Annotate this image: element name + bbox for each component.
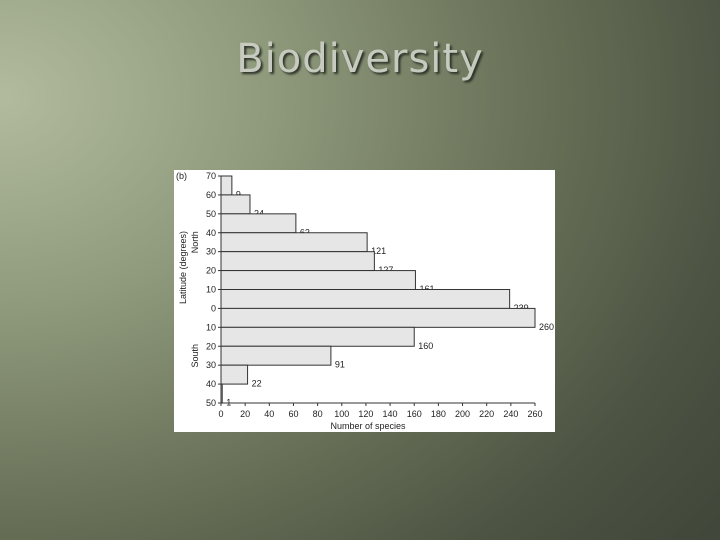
x-tick-label-0: 0 [218, 409, 223, 419]
y-tick-label-1: 60 [206, 190, 216, 200]
x-tick-label-5: 100 [334, 409, 349, 419]
x-tick-label-2: 40 [264, 409, 274, 419]
y-tick-label-9: 20 [206, 341, 216, 351]
chart-figure: 9246212112716123926016091221706050403020… [174, 170, 555, 432]
bar-9 [220, 345, 332, 366]
bar-1 [220, 194, 251, 215]
bar-5 [220, 270, 416, 291]
x-tick-label-13: 260 [527, 409, 542, 419]
bar-0 [220, 175, 233, 196]
bar-7 [220, 307, 536, 328]
bar-10 [220, 364, 249, 385]
x-tick-label-1: 20 [240, 409, 250, 419]
x-tick-label-6: 120 [358, 409, 373, 419]
bar-value-label-9: 91 [335, 360, 345, 370]
bar-value-label-3: 121 [371, 246, 386, 256]
bar-value-label-10: 22 [252, 379, 262, 389]
slide-title: Biodiversity [236, 36, 484, 82]
bar-2 [220, 213, 297, 234]
x-tick-label-9: 180 [431, 409, 446, 419]
north-label: North [190, 231, 200, 253]
y-tick-label-12: 50 [206, 398, 216, 408]
y-tick-label-4: 30 [206, 247, 216, 257]
latitude-species-chart: 9246212112716123926016091221706050403020… [176, 171, 554, 431]
y-tick-label-8: 10 [206, 322, 216, 332]
y-tick-label-10: 30 [206, 360, 216, 370]
x-tick-label-12: 240 [503, 409, 518, 419]
x-axis-title: Number of species [330, 421, 406, 431]
bar-3 [220, 232, 368, 253]
y-tick-label-5: 20 [206, 266, 216, 276]
y-tick-label-0: 70 [206, 171, 216, 181]
y-tick-label-7: 0 [211, 303, 216, 313]
bar-4 [220, 251, 375, 272]
y-tick-label-2: 50 [206, 209, 216, 219]
y-tick-label-3: 40 [206, 228, 216, 238]
y-axis-title: Latitude (degrees) [178, 231, 188, 304]
x-tick-label-8: 160 [407, 409, 422, 419]
bar-8 [220, 326, 415, 347]
x-tick-label-3: 60 [288, 409, 298, 419]
x-tick-label-11: 220 [479, 409, 494, 419]
x-tick-label-7: 140 [383, 409, 398, 419]
y-tick-label-11: 40 [206, 379, 216, 389]
y-tick-label-6: 10 [206, 285, 216, 295]
bar-value-label-8: 160 [418, 341, 433, 351]
x-tick-label-4: 80 [313, 409, 323, 419]
panel-label: (b) [176, 171, 187, 181]
south-label: South [190, 344, 200, 368]
bar-6 [220, 289, 511, 309]
x-tick-label-10: 200 [455, 409, 470, 419]
bar-value-label-7: 260 [539, 322, 554, 332]
